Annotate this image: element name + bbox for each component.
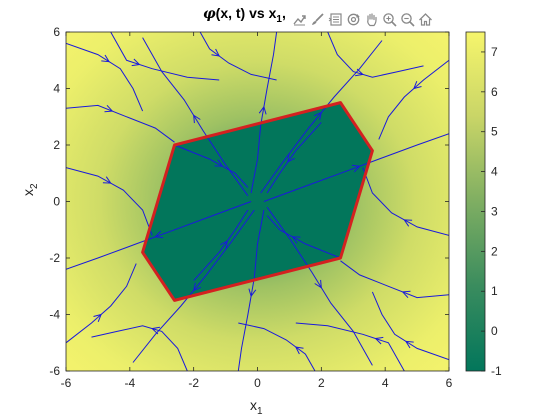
streamline-arrow-7 bbox=[154, 230, 164, 239]
home-icon[interactable] bbox=[417, 10, 434, 28]
streamline-15 bbox=[295, 322, 405, 371]
y-axis-label: x2 bbox=[20, 183, 40, 196]
streamline-13 bbox=[362, 167, 449, 236]
x-tick-label: -6 bbox=[61, 376, 72, 390]
streamline-arrow-4 bbox=[314, 279, 322, 289]
y-tick-label: 0 bbox=[53, 195, 60, 209]
title-subscript: 1 bbox=[276, 13, 282, 25]
y-tick-label: -6 bbox=[49, 364, 60, 378]
title-trail: , bbox=[281, 5, 286, 21]
streamline-arrow-21 bbox=[294, 346, 304, 355]
zoom-out-icon[interactable] bbox=[399, 10, 416, 28]
y-tick-label: -4 bbox=[49, 308, 60, 322]
x-tick-label: -4 bbox=[124, 376, 135, 390]
export-icon[interactable] bbox=[291, 10, 308, 28]
colorbar-tick-label: 2 bbox=[491, 244, 498, 258]
streamline-arrow-13 bbox=[403, 219, 413, 227]
streamline-arrow-15 bbox=[374, 336, 384, 345]
streamline-arrow-0 bbox=[193, 114, 201, 124]
streamline-21 bbox=[238, 322, 316, 371]
streamline-12 bbox=[340, 260, 449, 299]
x-axis-label-sub: 1 bbox=[257, 405, 263, 417]
streamline-arrow-14 bbox=[131, 58, 141, 67]
streamline-arrow-2 bbox=[313, 111, 323, 121]
streamline-14 bbox=[110, 32, 220, 81]
streamline-arrow-10 bbox=[102, 176, 112, 184]
streamline-arrow-9 bbox=[104, 104, 114, 113]
streamline-20 bbox=[199, 32, 277, 81]
streamline-9 bbox=[66, 104, 175, 143]
x-tick-label: 4 bbox=[382, 376, 389, 390]
colorbar-tick-label: -1 bbox=[491, 364, 502, 378]
colorbar-tick-label: 7 bbox=[491, 45, 498, 59]
streamline-arrow-1 bbox=[258, 105, 267, 115]
pan-icon[interactable] bbox=[363, 10, 380, 28]
plot-area[interactable] bbox=[66, 32, 449, 371]
rotate-icon[interactable] bbox=[345, 10, 362, 28]
streamline-8 bbox=[66, 42, 144, 112]
x-axis-label: x1 bbox=[250, 397, 263, 417]
inner-region bbox=[142, 102, 373, 301]
title-text: (x, t) vs x bbox=[215, 5, 277, 21]
streamline-arrow-8 bbox=[101, 54, 111, 63]
brush-icon[interactable] bbox=[309, 10, 326, 28]
y-tick-label: 4 bbox=[53, 82, 60, 96]
streamline-arrow-3 bbox=[351, 164, 361, 173]
title-symbol: φ bbox=[203, 6, 216, 22]
plot-clip-group bbox=[66, 32, 449, 371]
colorbar-tick-label: 0 bbox=[491, 324, 498, 338]
y-tick-label: -2 bbox=[49, 251, 60, 265]
streamline-arrow-12 bbox=[401, 290, 411, 299]
colorbar-tick-label: 1 bbox=[491, 284, 498, 298]
streamline-arrow-22 bbox=[214, 159, 224, 167]
streamline-arrow-11 bbox=[404, 340, 414, 349]
streamline-arrow-6 bbox=[192, 282, 202, 292]
streamline-arrow-25 bbox=[287, 154, 295, 163]
zoom-in-icon[interactable] bbox=[381, 10, 398, 28]
data-tips-icon[interactable] bbox=[327, 10, 344, 28]
colorbar-gradient bbox=[465, 31, 486, 372]
streamline-arrow-24 bbox=[220, 240, 228, 249]
y-axis-label-sub: 2 bbox=[28, 183, 40, 189]
x-tick-label: 0 bbox=[254, 376, 261, 390]
streamline-19 bbox=[66, 263, 137, 344]
streamline-arrow-17 bbox=[151, 326, 160, 335]
zero-level-set-contour bbox=[141, 101, 374, 302]
colorbar-tick-label: 6 bbox=[491, 85, 498, 99]
x-tick-label: 2 bbox=[318, 376, 325, 390]
streamline-arrow-19 bbox=[93, 313, 102, 322]
streamline-arrow-23 bbox=[291, 236, 301, 244]
y-tick-label: 6 bbox=[53, 25, 60, 39]
streamline-arrow-16 bbox=[355, 68, 364, 77]
streamline-arrow-5 bbox=[248, 288, 257, 298]
streamline-11 bbox=[371, 291, 449, 361]
streamline-arrow-18 bbox=[413, 81, 422, 90]
streamline-arrow-20 bbox=[211, 48, 221, 57]
colorbar: -1 0 1 2 3 4 5 6 7 bbox=[465, 31, 502, 378]
chart-title: φ(x, t) vs x1, bbox=[203, 5, 286, 25]
y-axis-label-text: x bbox=[20, 189, 36, 196]
y-tick-label: 2 bbox=[53, 138, 60, 152]
colorbar-tick-label: 5 bbox=[491, 125, 498, 139]
colorbar-tick-label: 4 bbox=[491, 165, 498, 179]
colorbar-tick-label: 3 bbox=[491, 204, 498, 218]
streamline-18 bbox=[378, 59, 449, 140]
streamline-10 bbox=[66, 167, 153, 236]
x-axis-label-text: x bbox=[250, 397, 257, 413]
axes-toolbar bbox=[291, 9, 434, 29]
x-tick-label: -2 bbox=[188, 376, 199, 390]
x-tick-label: 6 bbox=[446, 376, 453, 390]
axes: -6 -4 -2 0 2 4 6 -6 -4 -2 0 2 4 6 bbox=[49, 25, 452, 390]
